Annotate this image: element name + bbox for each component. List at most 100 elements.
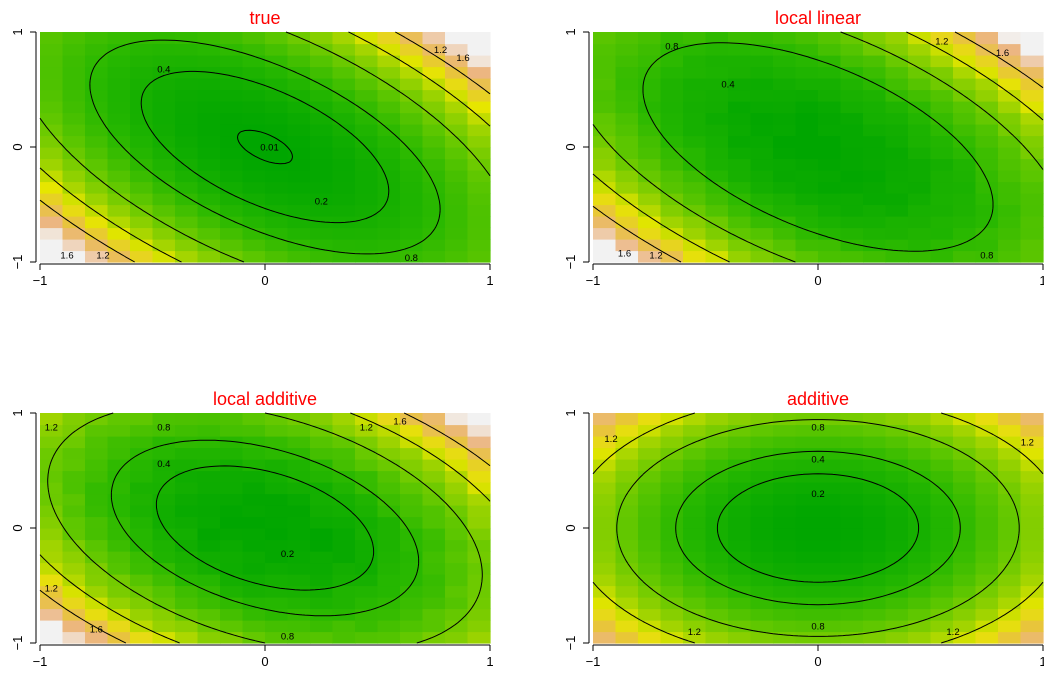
heat-cell — [1020, 574, 1044, 587]
heat-cell — [332, 597, 356, 610]
heat-cell — [953, 66, 977, 79]
heat-cell — [638, 227, 662, 240]
heat-cell — [998, 574, 1022, 587]
heat-cell — [377, 216, 401, 229]
heat-cell — [615, 539, 639, 552]
heat-cell — [593, 470, 617, 483]
heat-cell — [795, 112, 819, 125]
heat-cell — [445, 459, 469, 472]
heat-cell — [40, 620, 64, 633]
heat-cell — [62, 32, 86, 45]
heat-cell — [242, 436, 266, 449]
heat-cell — [615, 112, 639, 125]
heat-cell — [422, 135, 446, 148]
heat-cell — [975, 424, 999, 437]
heat-cell — [705, 158, 729, 171]
heat-cell — [908, 170, 932, 183]
heat-cell — [773, 585, 797, 598]
heat-cell — [107, 539, 131, 552]
heat-cell — [795, 32, 819, 45]
contour-label: 0.2 — [811, 489, 824, 500]
heat-cell — [175, 66, 199, 79]
heat-cell — [1020, 528, 1044, 541]
heat-cell — [265, 101, 289, 114]
heat-cell — [840, 124, 864, 137]
heat-cell — [445, 620, 469, 633]
heat-cell — [107, 101, 131, 114]
heat-cell — [85, 447, 109, 460]
heat-cell — [40, 239, 64, 252]
heat-cell — [197, 112, 221, 125]
heat-cell — [467, 413, 491, 426]
heat-cell — [130, 55, 154, 68]
heat-cell — [705, 597, 729, 610]
heat-cell — [175, 55, 199, 68]
heat-cell — [908, 135, 932, 148]
heat-cell — [593, 447, 617, 460]
y-tick-label: −1 — [563, 255, 578, 270]
heat-cell — [175, 493, 199, 506]
heat-cell — [242, 135, 266, 148]
heat-cell — [998, 436, 1022, 449]
heat-cell — [750, 43, 774, 56]
heat-cell — [683, 135, 707, 148]
heat-cell — [242, 147, 266, 160]
heat-cell — [287, 66, 311, 79]
heat-cell — [310, 32, 334, 45]
heat-cell — [683, 250, 707, 263]
heat-cell — [107, 585, 131, 598]
heat-cell — [310, 170, 334, 183]
heat-cell — [615, 528, 639, 541]
heat-cell — [40, 631, 64, 644]
heat-cell — [683, 470, 707, 483]
heat-cell — [422, 539, 446, 552]
heat-cell — [40, 124, 64, 137]
heat-cell — [660, 413, 684, 426]
heat-cell — [660, 216, 684, 229]
heat-cell — [445, 585, 469, 598]
heat-cell — [795, 620, 819, 633]
heat-cell — [355, 585, 379, 598]
heat-cell — [660, 78, 684, 91]
heat-cell — [728, 170, 752, 183]
heat-cell — [62, 181, 86, 194]
heat-cell — [638, 482, 662, 495]
heat-cell — [287, 112, 311, 125]
heat-cell — [265, 562, 289, 575]
heat-cell — [683, 124, 707, 137]
heat-cell — [107, 436, 131, 449]
x-tick-label: −1 — [33, 654, 48, 669]
heat-cell — [593, 193, 617, 206]
heat-cell — [660, 551, 684, 564]
heat-cell — [705, 66, 729, 79]
heat-cell — [660, 470, 684, 483]
heat-cell — [818, 124, 842, 137]
heat-cell — [773, 147, 797, 160]
heat-cell — [683, 112, 707, 125]
heat-cell — [287, 135, 311, 148]
heat-cell — [998, 66, 1022, 79]
heat-cell — [908, 424, 932, 437]
heat-cell — [840, 516, 864, 529]
heat-cell — [85, 562, 109, 575]
heat-cell — [728, 493, 752, 506]
heat-cell — [400, 78, 424, 91]
heat-cell — [683, 89, 707, 102]
heat-cell — [130, 250, 154, 263]
heat-cell — [885, 170, 909, 183]
heat-cell — [265, 620, 289, 633]
heat-cell — [840, 597, 864, 610]
heat-cell — [287, 493, 311, 506]
contour-line — [39, 412, 491, 644]
heat-cell — [705, 101, 729, 114]
heat-cell — [265, 424, 289, 437]
heat-cell — [638, 620, 662, 633]
panel-local-additive: 0.20.40.80.81.21.21.21.61.6−1 0 1−101local… — [10, 389, 494, 669]
heat-cell — [750, 124, 774, 137]
heat-cell — [400, 43, 424, 56]
heat-cell — [863, 158, 887, 171]
heat-cell — [998, 585, 1022, 598]
heat-cell — [683, 528, 707, 541]
heat-cell — [40, 516, 64, 529]
heat-cell — [840, 250, 864, 263]
